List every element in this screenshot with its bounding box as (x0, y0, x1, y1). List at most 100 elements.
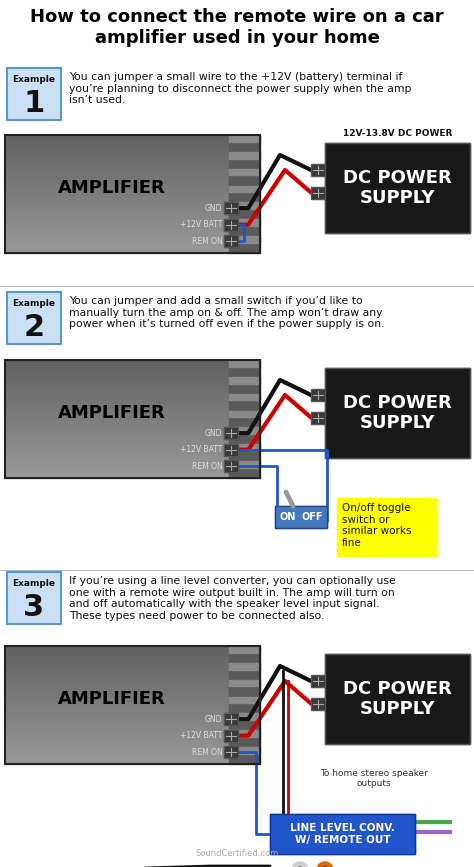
Bar (5, 745, 229, 746)
Bar (5, 732, 229, 733)
Bar (5, 178, 229, 179)
Bar (5, 400, 229, 401)
Text: +12V BATT: +12V BATT (180, 220, 222, 229)
Bar (5, 205, 229, 206)
Bar (5, 230, 229, 231)
Bar (5, 186, 229, 187)
Text: You can jumper a small wire to the +12V (battery) terminal if
you’re planning to: You can jumper a small wire to the +12V … (69, 72, 411, 105)
Bar (5, 184, 229, 185)
Bar (224, 746, 238, 759)
Bar (311, 697, 325, 709)
Text: AMPLIFIER: AMPLIFIER (58, 404, 166, 422)
Bar (5, 141, 229, 142)
Bar (5, 659, 229, 660)
Bar (5, 649, 229, 650)
Bar (5, 399, 229, 400)
Bar (5, 750, 229, 751)
Text: AMPLIFIER: AMPLIFIER (58, 690, 166, 708)
Bar (5, 730, 229, 731)
Bar (5, 157, 229, 158)
Bar (5, 731, 229, 732)
Bar (5, 741, 229, 742)
Bar (5, 448, 229, 449)
Bar (5, 180, 229, 181)
Bar (311, 164, 325, 176)
Bar (5, 725, 229, 726)
Bar (5, 154, 229, 155)
Text: AMPLIFIER: AMPLIFIER (58, 179, 166, 197)
Bar (5, 689, 229, 690)
Bar (5, 222, 229, 223)
Bar (5, 675, 229, 676)
Bar (5, 389, 229, 390)
Bar (224, 235, 238, 247)
Bar (5, 737, 229, 738)
Bar (5, 454, 229, 455)
Bar (325, 368, 470, 458)
Bar (5, 720, 229, 721)
Text: GND: GND (205, 428, 222, 438)
Bar (5, 237, 229, 238)
Bar (5, 372, 229, 373)
Bar (5, 660, 229, 661)
Bar (5, 681, 229, 682)
Bar (311, 412, 325, 423)
Bar (5, 138, 229, 139)
Bar (5, 146, 229, 147)
Bar (5, 152, 229, 153)
Bar (5, 378, 229, 379)
Bar (5, 663, 229, 664)
Bar (5, 366, 229, 367)
Bar (5, 746, 229, 747)
Bar (5, 462, 229, 463)
Bar (5, 170, 229, 171)
Bar (5, 452, 229, 453)
Bar (5, 655, 229, 656)
Bar (5, 188, 229, 189)
Bar (5, 673, 229, 674)
Bar (275, 506, 327, 528)
Bar (5, 405, 229, 406)
Bar (5, 698, 229, 699)
Bar (7, 68, 61, 120)
Bar (229, 663, 260, 669)
Bar (5, 678, 229, 679)
Bar (5, 382, 229, 383)
Bar (5, 158, 229, 159)
Bar (229, 219, 260, 226)
Bar (5, 747, 229, 748)
Bar (5, 409, 229, 410)
Circle shape (292, 862, 308, 867)
Bar (5, 388, 229, 389)
Bar (5, 395, 229, 396)
Bar (5, 760, 229, 761)
Bar (229, 394, 260, 401)
Bar (5, 435, 229, 436)
Bar (5, 169, 229, 170)
Text: To home stereo speaker
outputs: To home stereo speaker outputs (320, 769, 428, 788)
Bar (325, 143, 470, 233)
Bar (5, 411, 229, 412)
Bar (5, 665, 229, 666)
Bar (5, 404, 229, 405)
Bar (5, 662, 229, 663)
Bar (5, 449, 229, 450)
Bar (229, 411, 260, 417)
Bar (325, 654, 470, 744)
Bar (5, 426, 229, 427)
Text: 12V-13.8V DC POWER: 12V-13.8V DC POWER (343, 129, 452, 138)
Bar (5, 156, 229, 157)
Bar (5, 472, 229, 473)
Bar (5, 244, 229, 245)
Bar (5, 654, 229, 655)
Bar (5, 757, 229, 758)
Bar (5, 465, 229, 466)
Bar (325, 143, 470, 233)
Bar (5, 646, 229, 647)
Text: SoundCertified.com: SoundCertified.com (195, 849, 279, 858)
Bar (5, 398, 229, 399)
Bar (5, 235, 229, 236)
Bar (5, 181, 229, 182)
Bar (5, 153, 229, 154)
Bar (5, 380, 229, 381)
